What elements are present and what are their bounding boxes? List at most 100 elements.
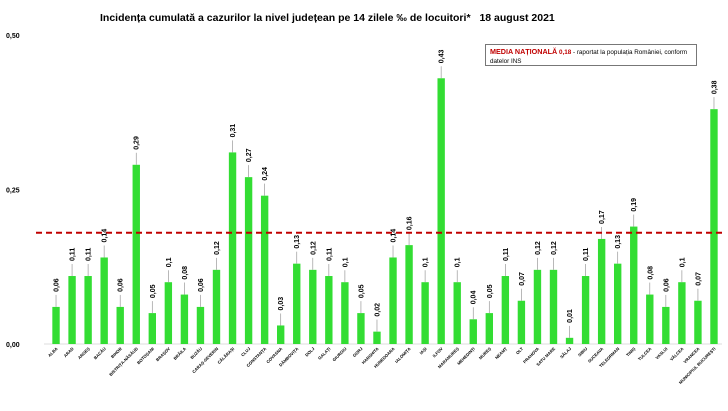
- bar: [694, 300, 702, 344]
- category-label: DOLJ: [304, 346, 316, 358]
- bar: [100, 257, 108, 344]
- bar: [597, 238, 606, 344]
- value-label: 0,14: [102, 229, 109, 243]
- value-label: 0,05: [487, 284, 494, 298]
- value-label: 0,12: [214, 241, 221, 255]
- category-label: BIHOR: [110, 346, 123, 359]
- bar: [662, 306, 670, 344]
- y-tick-label: 0,25: [6, 188, 20, 195]
- category-label: IALOMIȚA: [394, 346, 412, 364]
- chart-title: Incidența cumulată a cazurilor la nivel …: [100, 12, 555, 24]
- value-label: 0,05: [358, 284, 365, 298]
- category-label: SĂLAJ: [559, 346, 573, 360]
- value-labels: 0,06 0,11 0,11 0,14 0,06 0,29 0,05 0,1 0,08 0,06 0…: [54, 50, 719, 323]
- value-label: 0,31: [230, 124, 237, 138]
- bar: [276, 325, 285, 344]
- value-label: 0,04: [471, 291, 478, 305]
- category-label: GORJ: [352, 346, 364, 358]
- category-label: GIURGIU: [331, 346, 347, 362]
- value-label: 0,03: [278, 297, 285, 311]
- bar: [678, 282, 686, 344]
- category-label: ILFOV: [432, 346, 444, 358]
- value-label: 0,06: [663, 278, 670, 292]
- value-label: 0,14: [391, 229, 398, 243]
- bar: [549, 269, 558, 344]
- y-axis: 0,00 0,25 0,50: [6, 33, 722, 349]
- bar: [485, 313, 494, 344]
- bar: [341, 282, 349, 344]
- category-label: ALBA: [47, 346, 59, 358]
- category-label: BUZĂU: [189, 346, 203, 360]
- value-label: 0,12: [551, 241, 558, 255]
- bar: [180, 294, 189, 344]
- bar: [613, 263, 622, 344]
- value-label: 0,1: [679, 257, 686, 267]
- category-label: VÂLCEA: [669, 346, 685, 362]
- category-label: BRAȘOV: [155, 346, 171, 362]
- category-label: MUREȘ: [478, 346, 492, 360]
- bar: [309, 269, 317, 344]
- value-label: 0,11: [326, 248, 333, 261]
- category-label: CLUJ: [240, 346, 252, 358]
- national-average-note: MEDIA NAȚIONALĂ 0,18 - raportat la popul…: [485, 44, 697, 66]
- note-title: MEDIA NAȚIONALĂ: [490, 47, 558, 56]
- category-label: ARAD: [63, 346, 75, 358]
- bar: [84, 276, 92, 344]
- value-label: 0,13: [294, 235, 301, 249]
- bar: [293, 263, 301, 344]
- category-label: GALAȚI: [317, 346, 332, 361]
- category-label: OLT: [515, 346, 525, 356]
- category-labels: ALBA ARAD ARGEȘ BACĂU BIHORBISTRIȚA-NĂSĂUDBO…: [47, 346, 717, 385]
- value-label: 0,1: [455, 257, 462, 267]
- bar: [164, 282, 173, 344]
- value-label: 0,08: [647, 266, 654, 280]
- category-label: BRĂILA: [172, 346, 187, 361]
- bar: [565, 337, 574, 344]
- value-label: 0,05: [150, 284, 157, 298]
- bar: [517, 300, 526, 344]
- value-label: 0,16: [407, 216, 414, 230]
- bar: [646, 294, 654, 344]
- value-label: 0,17: [599, 210, 606, 224]
- bar: [325, 276, 333, 344]
- bar: [581, 276, 590, 344]
- value-label: 0,27: [246, 148, 253, 162]
- bar: [212, 269, 221, 344]
- bar: [437, 78, 445, 344]
- category-label: BISTRIȚA-NĂSĂUD: [108, 346, 139, 377]
- bar: [196, 306, 205, 344]
- value-label: 0,13: [615, 235, 622, 249]
- bar: [148, 313, 157, 344]
- category-label: ARGEȘ: [77, 346, 91, 360]
- category-label: NEAMȚ: [494, 346, 508, 360]
- bar: [260, 195, 269, 344]
- category-label: SIBIU: [577, 346, 588, 357]
- category-label: IAȘI: [419, 346, 428, 355]
- value-label: 0,19: [631, 198, 638, 212]
- bar: [116, 306, 124, 344]
- value-label: 0,1: [166, 257, 173, 267]
- bar: [389, 257, 397, 344]
- value-label: 0,11: [86, 248, 93, 261]
- category-label: TULCEA: [637, 346, 653, 362]
- bar: [630, 226, 638, 344]
- note-text: - raportat la populația României, confor…: [490, 49, 688, 65]
- bar: [228, 152, 237, 344]
- value-label: 0,38: [711, 80, 718, 94]
- bar: [132, 164, 140, 344]
- bar: [357, 313, 365, 344]
- bar: [710, 109, 718, 344]
- value-label: 0,1: [423, 257, 430, 267]
- category-label: BOTOȘANI: [136, 346, 155, 365]
- value-label: 0,1: [342, 257, 349, 267]
- value-label: 0,06: [198, 278, 205, 292]
- value-label: 0,11: [70, 248, 77, 261]
- note-value: 0,18: [558, 49, 572, 56]
- bar: [52, 306, 60, 344]
- bar: [533, 269, 542, 344]
- value-label: 0,12: [310, 241, 317, 255]
- value-label: 0,07: [695, 272, 702, 286]
- y-tick-label: 0,50: [6, 33, 20, 40]
- value-label: 0,01: [567, 309, 574, 323]
